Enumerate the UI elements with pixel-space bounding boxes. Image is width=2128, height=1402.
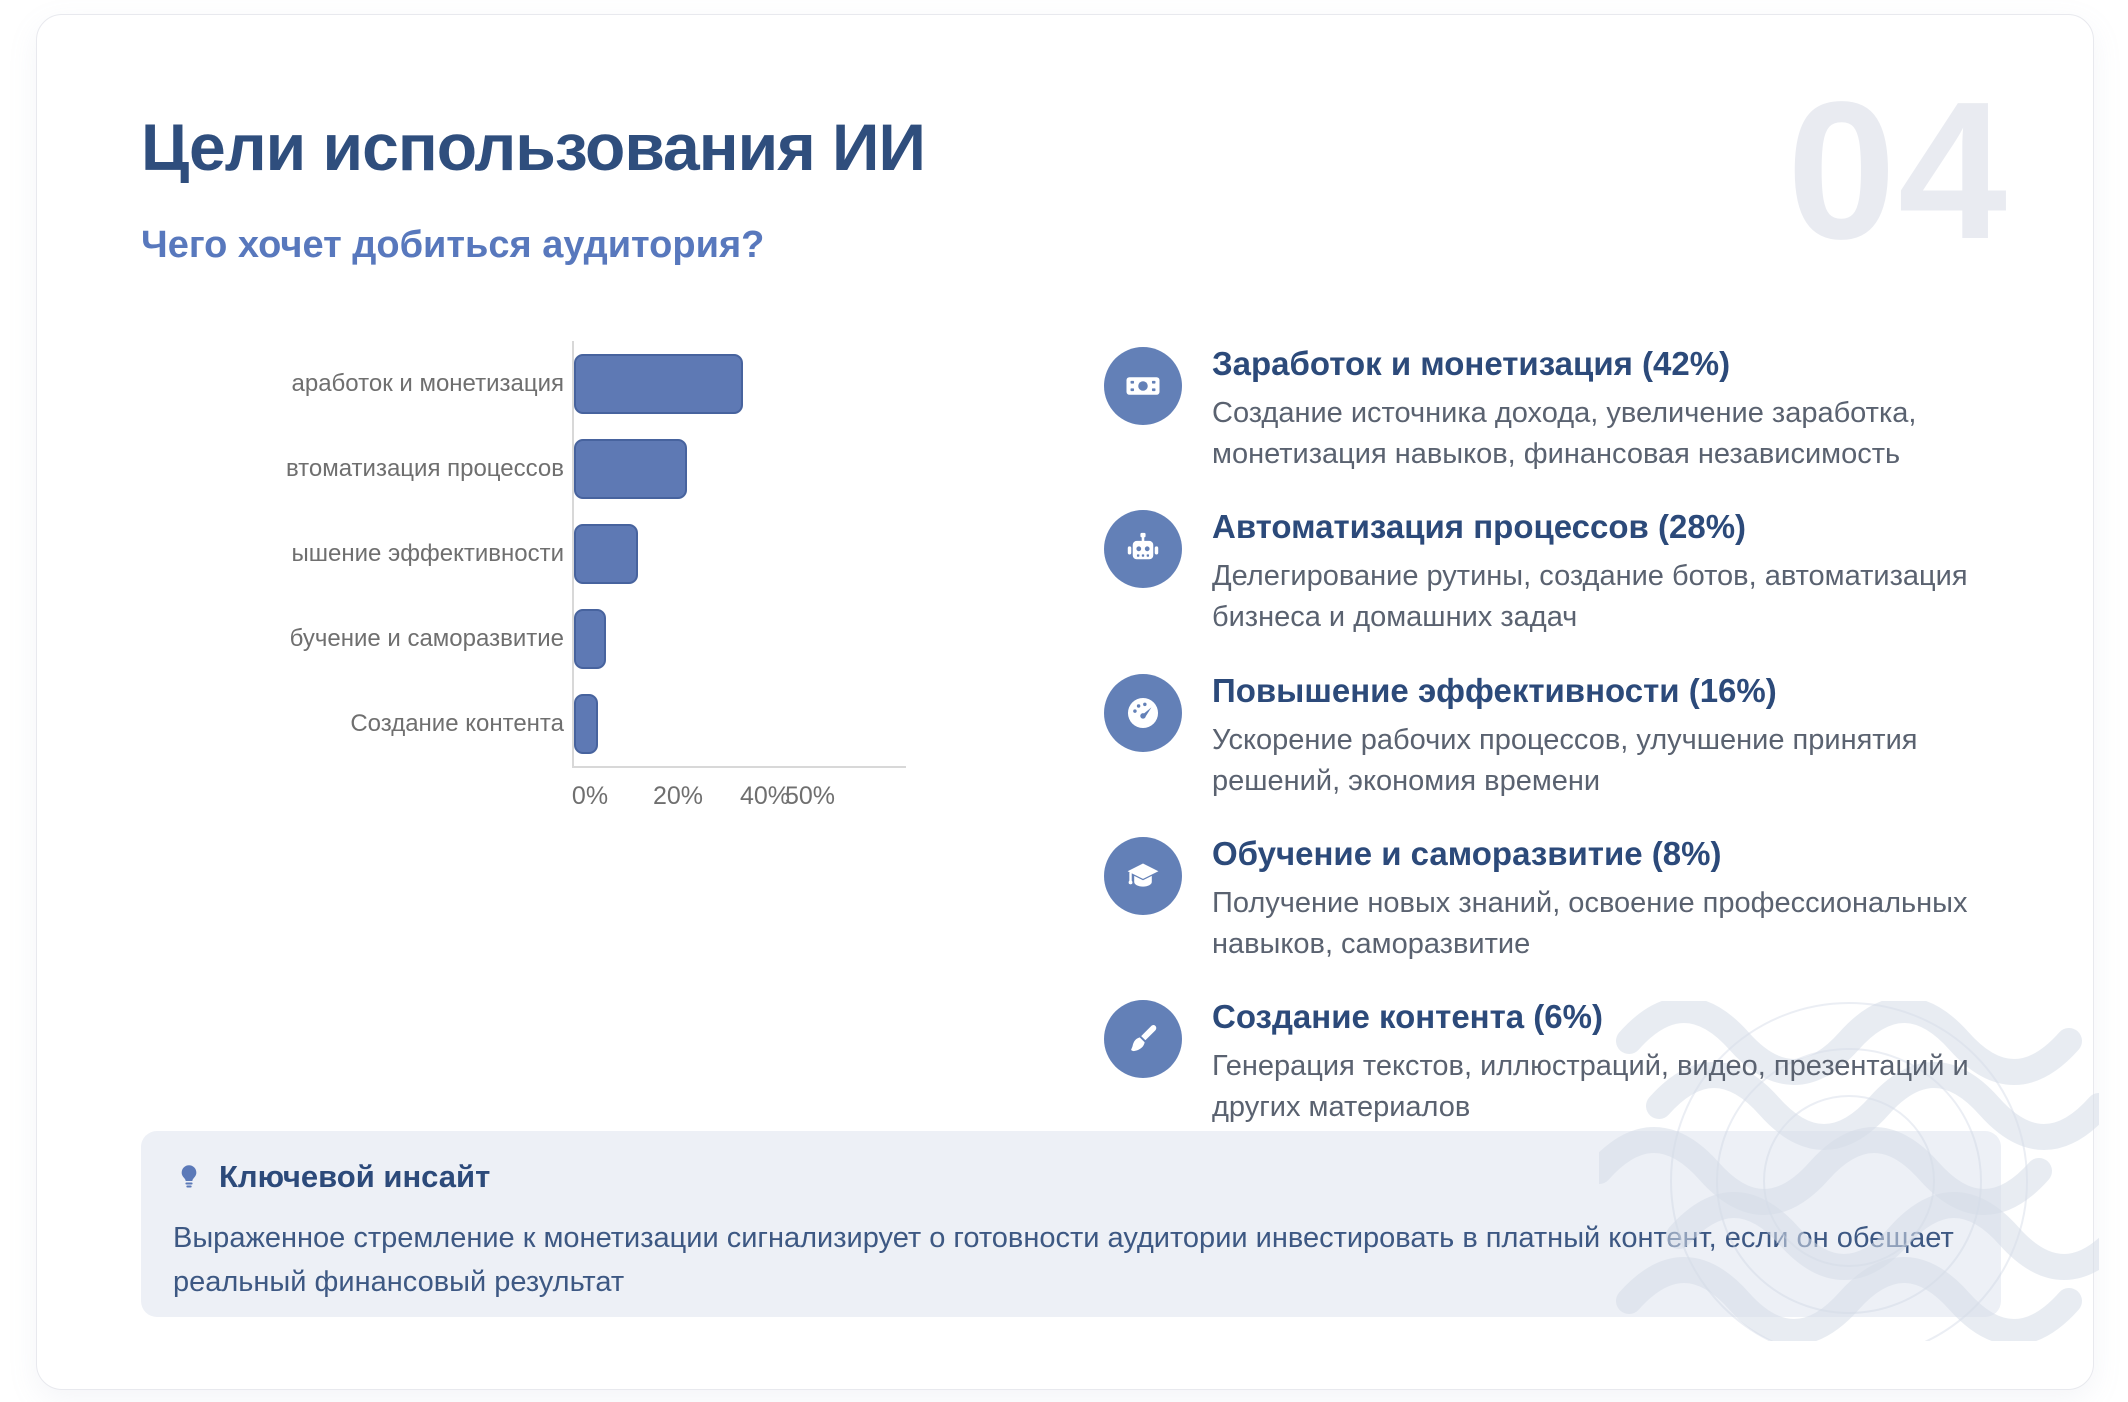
chart-bar-cell bbox=[572, 426, 977, 511]
goal-text: Обучение и саморазвитие (8%) Получение н… bbox=[1212, 833, 2042, 965]
goal-description: Делегирование рутины, создание ботов, ав… bbox=[1212, 560, 1968, 634]
chart-category-label: ышение эффективности bbox=[291, 539, 564, 567]
chart-bar-cell bbox=[572, 511, 977, 596]
slide-number: 04 bbox=[1786, 61, 2009, 280]
chart-bar bbox=[574, 353, 743, 414]
goal-title: Обучение и саморазвитие (8%) bbox=[1212, 834, 1722, 872]
robot-icon bbox=[1104, 510, 1182, 589]
goal-text: Повышение эффективности (16%) Ускорение … bbox=[1212, 670, 2042, 802]
chart-row: втоматизация процессов bbox=[277, 426, 977, 511]
x-axis-tick: 0% bbox=[571, 782, 609, 810]
chart-x-axis: 0% 20% 40% 50% bbox=[572, 766, 906, 814]
slide-card: Цели использования ИИ Чего хочет добитьс… bbox=[36, 14, 2099, 1390]
page-subtitle: Чего хочет добиться аудитория? bbox=[141, 224, 765, 266]
goal-text: Заработок и монетизация (42%) Создание и… bbox=[1212, 343, 2042, 475]
insight-header: Ключевой инсайт bbox=[173, 1159, 1969, 1195]
chart-bar bbox=[574, 693, 598, 754]
goal-description: Генерация текстов, иллюстраций, видео, п… bbox=[1212, 1050, 1969, 1124]
list-item: Заработок и монетизация (42%) Создание и… bbox=[1104, 343, 2024, 475]
list-item: Создание контента (6%) Генерация текстов… bbox=[1104, 996, 2024, 1128]
goal-title: Автоматизация процессов (28%) bbox=[1212, 508, 1747, 546]
chart-bar-cell bbox=[572, 341, 977, 426]
chart-category-label: бучение и саморазвитие bbox=[289, 624, 564, 652]
chart-bar bbox=[574, 438, 687, 499]
list-item: Повышение эффективности (16%) Ускорение … bbox=[1104, 670, 2024, 802]
insight-text: Выраженное стремление к монетизации сигн… bbox=[173, 1222, 1954, 1298]
chart-category-label: Создание контента bbox=[350, 709, 564, 737]
chart-bar-cell bbox=[572, 596, 977, 681]
chart-row: аработок и монетизация bbox=[277, 341, 977, 426]
insight-title: Ключевой инсайт bbox=[219, 1159, 491, 1194]
chart-bar bbox=[574, 608, 606, 669]
goal-description: Ускорение рабочих процессов, улучшение п… bbox=[1212, 723, 1918, 797]
goal-description: Получение новых знаний, освоение професс… bbox=[1212, 886, 1968, 960]
goals-list: Заработок и монетизация (42%) Создание и… bbox=[1104, 343, 2024, 1159]
paintbrush-icon bbox=[1104, 1000, 1182, 1079]
goal-description: Создание источника дохода, увеличение за… bbox=[1212, 396, 1917, 471]
goal-title: Заработок и монетизация (42%) bbox=[1212, 345, 1731, 382]
chart-row: бучение и саморазвитие bbox=[277, 596, 977, 681]
list-item: Обучение и саморазвитие (8%) Получение н… bbox=[1104, 833, 2024, 965]
graduation-cap-icon bbox=[1104, 836, 1182, 915]
goal-title: Повышение эффективности (16%) bbox=[1212, 671, 1777, 709]
chart-row: Создание контента bbox=[277, 681, 977, 766]
chart-category-label: втоматизация процессов bbox=[285, 454, 564, 482]
list-item: Автоматизация процессов (28%) Делегирова… bbox=[1104, 506, 2024, 638]
goal-text: Создание контента (6%) Генерация текстов… bbox=[1212, 996, 2042, 1128]
banknote-icon bbox=[1104, 347, 1182, 425]
chart-category-label: аработок и монетизация bbox=[291, 369, 564, 397]
goal-text: Автоматизация процессов (28%) Делегирова… bbox=[1212, 506, 2042, 638]
page-title: Цели использования ИИ bbox=[141, 110, 926, 184]
x-axis-tick: 50% bbox=[784, 782, 836, 810]
x-axis-tick: 40% bbox=[739, 782, 791, 810]
gauge-icon bbox=[1104, 673, 1182, 752]
chart-row: ышение эффективности bbox=[277, 511, 977, 596]
goals-bar-chart: аработок и монетизация втоматизация проц… bbox=[277, 341, 977, 814]
chart-bar-cell bbox=[572, 681, 977, 766]
x-axis-tick: 20% bbox=[652, 782, 704, 810]
goal-title: Создание контента (6%) bbox=[1212, 998, 1603, 1036]
chart-bar bbox=[574, 523, 638, 584]
lightbulb-icon bbox=[181, 1165, 197, 1188]
